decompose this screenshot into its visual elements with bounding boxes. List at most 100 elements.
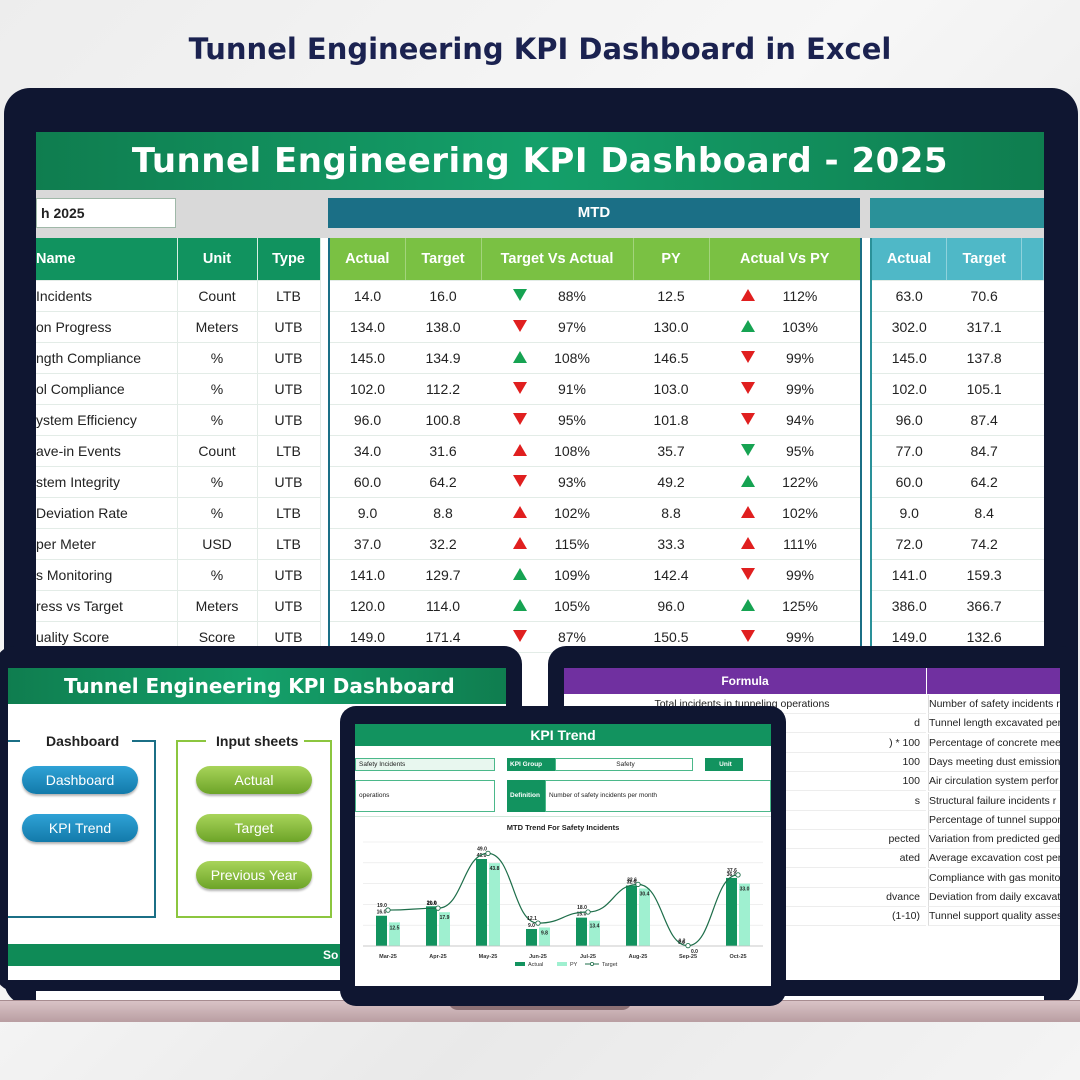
target-button[interactable]: Target bbox=[196, 814, 312, 842]
py-label: 12.5 bbox=[390, 925, 400, 931]
kpi-name: Incidents bbox=[36, 280, 178, 312]
arrow-up-icon bbox=[741, 288, 755, 301]
kpi-unit: % bbox=[177, 559, 258, 591]
py-label: 0.0 bbox=[691, 949, 698, 955]
table-row: 34.0 31.6 108% 35.7 95% bbox=[329, 435, 861, 467]
ytd-header-target: Target bbox=[946, 238, 1023, 281]
legend-py: PY bbox=[570, 962, 578, 968]
actual-bar bbox=[526, 928, 537, 946]
py-bar bbox=[589, 920, 600, 946]
ytd-actual: 145.0 bbox=[871, 342, 947, 374]
ytd-target: 105.1 bbox=[946, 373, 1022, 405]
arrow-down-icon bbox=[513, 474, 527, 487]
actual-bar bbox=[376, 915, 387, 946]
arrow-up-icon bbox=[741, 319, 755, 332]
actual-label: 16.0 bbox=[377, 910, 387, 916]
kpi-name: Deviation Rate bbox=[36, 497, 178, 529]
kpi-name: ngth Compliance bbox=[36, 342, 178, 374]
mtd-actual: 60.0 bbox=[329, 466, 405, 498]
table-row: 60.0 64.2 bbox=[871, 466, 1044, 498]
target-label: 37.6 bbox=[727, 868, 737, 874]
ytd-target: 74.2 bbox=[946, 528, 1022, 560]
table-row: ystem Efficiency% UTB bbox=[36, 404, 321, 436]
kpi-type: UTB bbox=[257, 590, 321, 622]
arrow-down-icon bbox=[741, 629, 755, 642]
actual-bar bbox=[426, 906, 437, 946]
ytd-actual: 141.0 bbox=[871, 559, 947, 591]
table-row: 120.0 114.0 105% 96.0 125% bbox=[329, 590, 861, 622]
target-point bbox=[685, 942, 691, 949]
arrow-down-icon bbox=[741, 381, 755, 394]
table-row: 63.0 70.6 bbox=[871, 280, 1044, 312]
table-row: 134.0 138.0 97% 130.0 103% bbox=[329, 311, 861, 343]
target-vs-actual: 95% bbox=[481, 404, 633, 436]
target-vs-actual: 93% bbox=[481, 466, 633, 498]
ytd-more bbox=[1021, 590, 1044, 622]
ytd-more bbox=[1021, 528, 1044, 560]
kpi-type: LTB bbox=[257, 497, 321, 529]
actual-label: 9.0 bbox=[528, 923, 535, 929]
target-vs-actual: 109% bbox=[481, 559, 633, 591]
arrow-down-icon bbox=[741, 412, 755, 425]
py-label: 9.8 bbox=[541, 930, 548, 936]
py-bar bbox=[539, 927, 550, 946]
trend-tablet-screen: KPI Trend Safety Incidents KPI Group Saf… bbox=[355, 724, 771, 986]
definition-cell: Tunnel length excavated per bbox=[928, 714, 1060, 734]
mtd-target: 16.0 bbox=[405, 280, 481, 312]
table-row: 9.0 8.4 bbox=[871, 497, 1044, 529]
arrow-up-icon bbox=[513, 598, 527, 611]
table-row: ol Compliance% UTB bbox=[36, 373, 321, 405]
arrow-up-icon bbox=[741, 505, 755, 518]
mtd-target: 138.0 bbox=[405, 311, 481, 343]
actual-button[interactable]: Actual bbox=[196, 766, 312, 794]
actual-vs-py: 111% bbox=[709, 528, 861, 560]
kpi-trend-button[interactable]: KPI Trend bbox=[22, 814, 138, 842]
definition-label: Definition bbox=[507, 780, 545, 812]
table-row: ress vs Target Meters UTB bbox=[36, 590, 321, 622]
kpi-unit: % bbox=[177, 404, 258, 436]
table-row: s Monitoring% UTB bbox=[36, 559, 321, 591]
mtd-py: 142.4 bbox=[633, 559, 709, 591]
previous-year-button[interactable]: Previous Year bbox=[196, 861, 312, 889]
kpi-type: LTB bbox=[257, 528, 321, 560]
arrow-up-icon bbox=[513, 505, 527, 518]
table-row: 96.0 100.8 95% 101.8 94% bbox=[329, 404, 861, 436]
x-tick-label: May-25 bbox=[479, 954, 498, 960]
mtd-actual: 120.0 bbox=[329, 590, 405, 622]
kpi-info-table: Name Unit Type Incidents Count LTB on Progres… bbox=[36, 238, 321, 653]
ytd-target: 137.8 bbox=[946, 342, 1022, 374]
kpi-unit: Meters bbox=[177, 590, 258, 622]
table-row: 145.0 134.9 108% 146.5 99% bbox=[329, 342, 861, 374]
formula-snippet: operations bbox=[355, 780, 495, 812]
arrow-up-icon bbox=[513, 443, 527, 456]
actual-vs-py-value: 99% bbox=[785, 349, 815, 366]
actual-bar bbox=[726, 877, 737, 946]
arrow-down-icon bbox=[741, 567, 755, 580]
table-row: 302.0 317.1 bbox=[871, 311, 1044, 343]
actual-bar bbox=[576, 917, 587, 946]
ytd-actual: 302.0 bbox=[871, 311, 947, 343]
left-header-name: Name bbox=[36, 238, 178, 281]
target-vs-actual-value: 88% bbox=[557, 287, 587, 304]
target-vs-actual: 91% bbox=[481, 373, 633, 405]
actual-label: 15.0 bbox=[577, 912, 587, 918]
py-label: 13.4 bbox=[590, 924, 600, 930]
definition-column-header bbox=[927, 668, 1060, 694]
table-row: 102.0 112.2 91% 103.0 99% bbox=[329, 373, 861, 405]
unit-label: Unit bbox=[705, 758, 743, 771]
arrow-up-icon bbox=[513, 536, 527, 549]
x-tick-label: Sep-25 bbox=[679, 954, 697, 960]
kpi-name-select[interactable]: Safety Incidents bbox=[355, 758, 495, 771]
py-bar bbox=[739, 883, 750, 946]
dashboard-group bbox=[8, 740, 156, 918]
nav-banner: Tunnel Engineering KPI Dashboard bbox=[8, 668, 506, 704]
target-vs-actual: 108% bbox=[481, 342, 633, 374]
mtd-actual: 14.0 bbox=[329, 280, 405, 312]
month-selector[interactable]: h 2025 bbox=[36, 198, 176, 228]
actual-vs-py-value: 125% bbox=[782, 597, 818, 614]
actual-vs-py: 99% bbox=[709, 559, 861, 591]
mtd-target: 100.8 bbox=[405, 404, 481, 436]
dashboard-button[interactable]: Dashboard bbox=[22, 766, 138, 794]
target-vs-actual-value: 105% bbox=[554, 597, 590, 614]
definition-cell: Days meeting dust emission bbox=[928, 752, 1060, 772]
